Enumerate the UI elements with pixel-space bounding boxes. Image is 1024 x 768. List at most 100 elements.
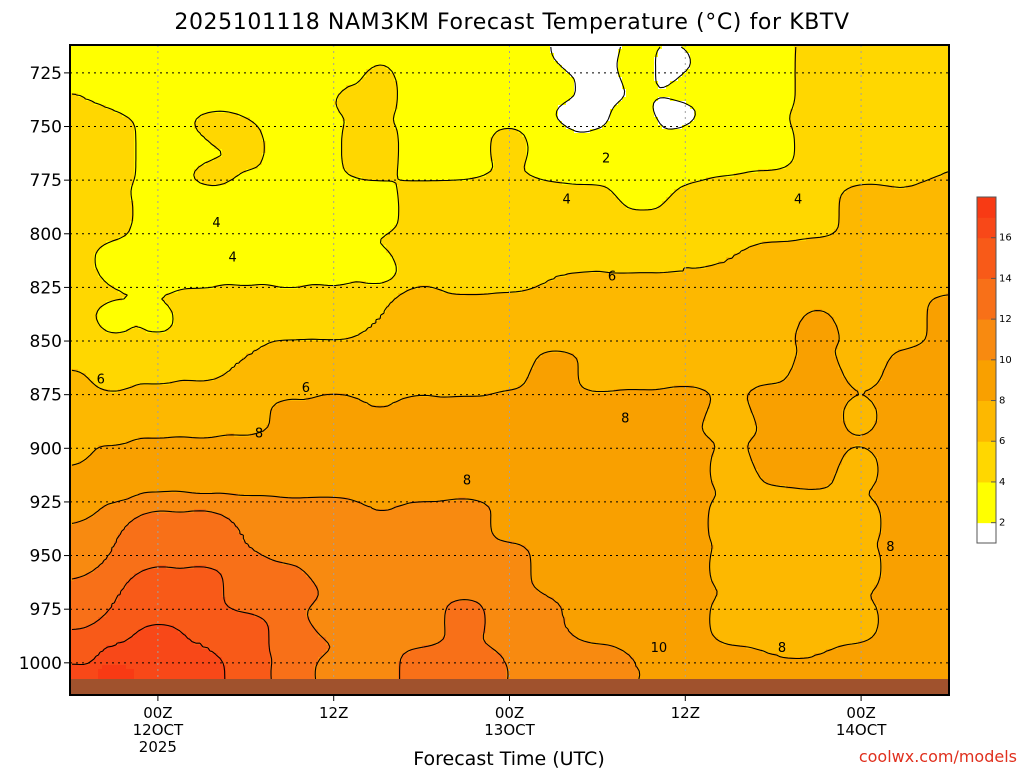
x-axis-label: Forecast Time (UTC)	[413, 748, 604, 768]
temperature-cell	[838, 197, 949, 202]
temperature-cell	[482, 501, 711, 506]
temperature-cell	[574, 85, 623, 90]
temperature-cell	[878, 541, 949, 546]
colorbar-swatch	[977, 258, 996, 279]
temperature-cell	[122, 589, 223, 594]
temperature-cell	[226, 673, 271, 678]
temperature-cell	[394, 261, 719, 266]
temperature-cell	[398, 137, 491, 142]
temperature-cell	[202, 113, 239, 118]
temperature-cell	[70, 605, 111, 610]
temperature-cell	[130, 225, 395, 230]
temperature-cell	[70, 633, 135, 638]
temperature-cell	[830, 233, 949, 238]
temperature-cell	[70, 497, 127, 502]
temperature-cell	[566, 617, 711, 622]
temperature-cell	[70, 121, 135, 126]
temperature-cell	[882, 529, 949, 534]
temperature-cell	[714, 597, 871, 602]
temperature-cell	[710, 573, 883, 578]
temperature-cell	[130, 521, 235, 526]
temperature-cell	[86, 573, 135, 578]
temperature-cell	[234, 177, 363, 182]
temperature-cell	[794, 57, 949, 62]
temperature-cell	[670, 193, 843, 198]
temperature-cell	[710, 521, 883, 526]
temperature-cell	[350, 281, 367, 286]
temperature-cell	[490, 509, 711, 514]
temperature-cell	[710, 577, 879, 582]
temperature-cell	[70, 161, 135, 166]
temperature-cell	[222, 657, 271, 662]
temperature-cell	[94, 449, 715, 454]
temperature-cell	[666, 197, 839, 202]
temperature-cell	[882, 525, 949, 530]
temperature-cell	[470, 177, 539, 182]
temperature-cell	[758, 169, 949, 174]
temperature-cell	[70, 649, 103, 654]
temperature-cell	[70, 153, 135, 158]
temperature-cell	[750, 405, 847, 410]
contour-label: 10	[651, 641, 668, 656]
temperature-cell	[394, 505, 491, 510]
temperature-cell	[686, 69, 795, 74]
temperature-cell	[102, 325, 135, 330]
y-tick-label: 750	[30, 118, 62, 138]
temperature-cell	[70, 653, 99, 658]
temperature-cell	[206, 565, 299, 570]
temperature-cell	[270, 649, 327, 654]
temperature-cell	[134, 213, 399, 218]
y-axis: 725 750 775 800 825 850 875 900 925 950 975 1000	[19, 64, 70, 674]
temperature-cell	[366, 401, 395, 406]
temperature-cell	[362, 177, 399, 182]
plot-area	[70, 45, 949, 695]
temperature-cell	[98, 269, 399, 274]
temperature-cell	[346, 169, 399, 174]
contour-label: 8	[255, 426, 263, 441]
temperature-cell	[126, 441, 715, 446]
temperature-cell	[70, 217, 135, 222]
temperature-cell	[106, 301, 167, 306]
credit-text[interactable]: coolwx.com/models	[859, 747, 1017, 766]
temperature-cell	[834, 477, 879, 482]
temperature-cell	[758, 473, 835, 478]
temperature-cell	[206, 509, 491, 514]
temperature-cell	[70, 609, 107, 614]
temperature-cell	[710, 469, 759, 474]
temperature-cell	[710, 557, 883, 562]
temperature-cell	[70, 349, 255, 354]
temperature-cell	[262, 161, 343, 166]
temperature-cell	[838, 345, 915, 350]
temperature-cell	[694, 385, 759, 390]
temperature-cell	[138, 325, 171, 330]
temperature-cell	[70, 433, 227, 438]
temperature-cell	[758, 385, 851, 390]
temperature-cell	[262, 429, 703, 434]
temperature-cell	[390, 253, 735, 258]
temperature-cell	[582, 385, 675, 390]
temperature-cell	[618, 61, 655, 66]
temperature-cell	[846, 453, 875, 458]
temperature-cell	[134, 209, 399, 214]
temperature-cell	[402, 653, 503, 658]
temperature-cell	[634, 657, 949, 662]
temperature-cell	[874, 385, 949, 390]
temperature-cell	[70, 141, 135, 146]
temperature-cell	[710, 501, 875, 506]
colorbar-swatch	[977, 461, 996, 483]
x-tick-label: 14OCT	[836, 721, 887, 739]
temperature-cell	[98, 653, 219, 658]
temperature-cell	[906, 185, 949, 190]
temperature-cell	[70, 313, 99, 318]
temperature-cell	[122, 297, 163, 302]
temperature-cell	[86, 457, 711, 462]
temperature-cell	[70, 369, 79, 374]
temperature-cell	[838, 213, 949, 218]
temperature-cell	[606, 185, 683, 190]
temperature-cell	[70, 233, 127, 238]
temperature-cell	[390, 277, 555, 282]
temperature-cell	[70, 77, 363, 82]
temperature-cell	[706, 417, 755, 422]
temperature-cell	[350, 173, 399, 178]
temperature-cell	[694, 117, 791, 122]
